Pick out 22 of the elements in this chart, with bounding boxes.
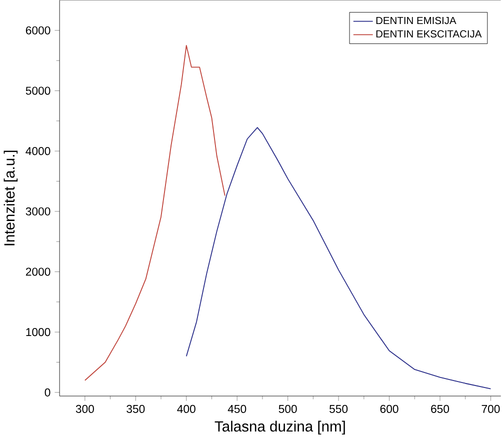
x-tick-label: 350 [126,404,145,413]
legend-label: DENTIN EMISIJA [376,16,456,24]
x-tick-label: 550 [330,404,348,413]
x-tick-label: 500 [278,404,297,413]
y-tick-label: 1000 [26,328,50,336]
x-tick-label: 650 [431,404,450,413]
line-series [84,44,226,381]
x-tick-label: 400 [177,404,196,413]
x-tick-label: 300 [76,404,94,413]
x-tick-label: 600 [380,404,398,413]
line-series [186,126,492,390]
x-tick-label: 700 [482,404,500,413]
y-tick-label: 0 [44,388,50,396]
x-tick-label: 450 [228,404,246,413]
y-tick-label: 5000 [26,86,50,95]
y-axis-title: Intenzitet [a.u.] [4,150,18,246]
x-axis-title: Talasna duzina [nm] [214,420,345,434]
y-tick-label: 3000 [26,207,50,216]
legend-label: DENTIN EKSCITACIJA [376,30,482,38]
y-tick-label: 6000 [26,26,50,34]
y-tick-label: 4000 [26,146,50,155]
y-tick-label: 2000 [26,268,50,276]
